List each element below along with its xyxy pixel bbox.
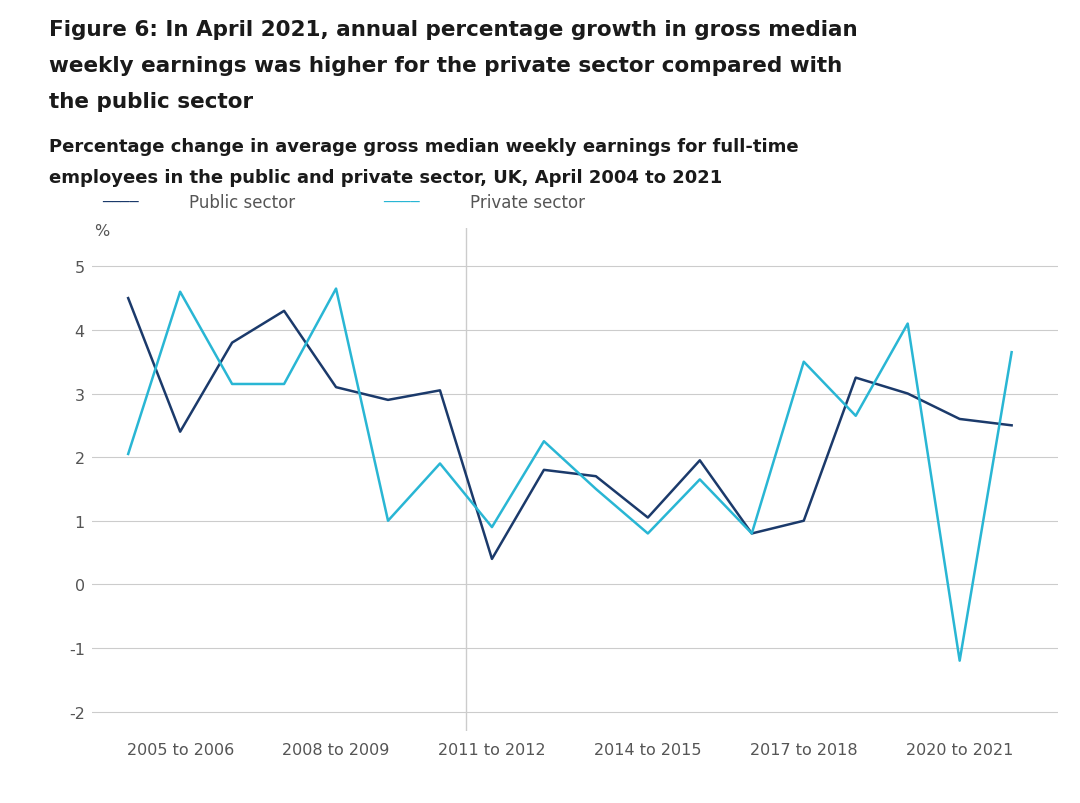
Text: Figure 6: In April 2021, annual percentage growth in gross median: Figure 6: In April 2021, annual percenta…	[49, 20, 858, 40]
Text: employees in the public and private sector, UK, April 2004 to 2021: employees in the public and private sect…	[49, 169, 721, 186]
Text: Percentage change in average gross median weekly earnings for full-time: Percentage change in average gross media…	[49, 138, 798, 156]
Text: %: %	[94, 223, 110, 238]
Text: ────: ────	[103, 195, 139, 210]
Text: weekly earnings was higher for the private sector compared with: weekly earnings was higher for the priva…	[49, 56, 841, 76]
Text: Private sector: Private sector	[470, 194, 584, 211]
Text: Public sector: Public sector	[189, 194, 295, 211]
Text: the public sector: the public sector	[49, 92, 253, 112]
Text: ────: ────	[383, 195, 420, 210]
